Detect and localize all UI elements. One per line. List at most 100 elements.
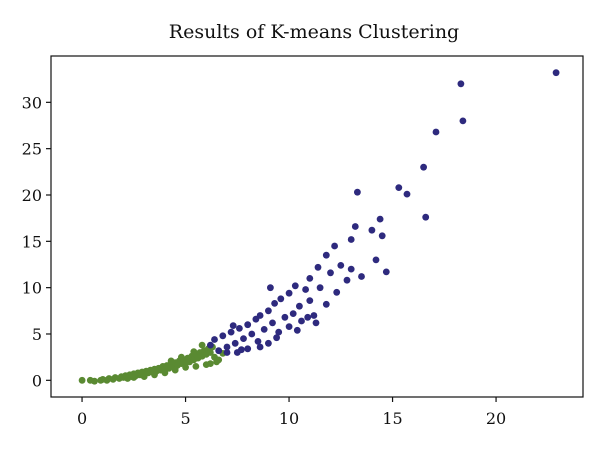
- cluster-2-point: [223, 349, 231, 356]
- cluster-2-point: [322, 300, 330, 308]
- cluster-1-point: [198, 341, 206, 349]
- y-tick-label: 10: [22, 279, 42, 298]
- cluster-2-point: [229, 322, 237, 329]
- cluster-2-point: [351, 223, 359, 230]
- cluster-2-point: [275, 328, 283, 336]
- cluster-1-point: [207, 349, 214, 356]
- x-tick-label: 5: [180, 409, 190, 428]
- cluster-2-point: [298, 317, 305, 325]
- cluster-2-point: [378, 232, 386, 240]
- cluster-2-point: [244, 345, 252, 353]
- cluster-2-point: [316, 284, 324, 292]
- x-axis-ticks: 0 5 10 15 20: [77, 397, 506, 428]
- cluster-2-point: [254, 338, 262, 345]
- y-axis-ticks: 0 5 10 15 20 25 30: [22, 93, 51, 390]
- chart-title: Results of K-means Clustering: [169, 21, 459, 43]
- cluster-1-point: [192, 363, 200, 370]
- cluster-1-point: [167, 357, 175, 365]
- cluster-2-point: [236, 325, 243, 332]
- cluster-2-point: [322, 251, 330, 259]
- cluster-2-point: [219, 332, 227, 340]
- cluster-2-point: [395, 184, 403, 192]
- x-tick-label: 15: [382, 409, 402, 428]
- cluster-2-point: [432, 128, 440, 136]
- cluster-1-point: [215, 356, 223, 364]
- cluster-2-point: [552, 69, 560, 77]
- cluster-2-point: [215, 347, 223, 355]
- cluster-2-point: [331, 242, 338, 250]
- cluster-2-point: [333, 288, 341, 296]
- cluster-2-point: [337, 262, 345, 269]
- cluster-1-point: [91, 377, 98, 385]
- cluster-2-point: [285, 289, 293, 297]
- cluster-2-point: [420, 163, 427, 171]
- cluster-2-point: [291, 282, 299, 290]
- x-tick-label: 0: [77, 409, 87, 428]
- cluster-2-point: [293, 326, 301, 334]
- cluster-1-point: [171, 366, 179, 374]
- cluster-2-point: [372, 256, 380, 264]
- cluster-1-point: [161, 369, 169, 377]
- cluster-2-point: [227, 328, 235, 336]
- cluster-1-point: [190, 348, 198, 355]
- cluster-2-point: [231, 339, 239, 347]
- cluster-2-point: [289, 310, 297, 317]
- cluster-2-point: [223, 343, 231, 351]
- scatter-points: [78, 69, 560, 385]
- cluster-2-point: [422, 213, 430, 221]
- cluster-2-point: [269, 319, 276, 327]
- cluster-2-point: [271, 300, 278, 307]
- x-tick-label: 10: [279, 409, 299, 428]
- cluster-2-point: [240, 335, 247, 342]
- cluster-2-point: [343, 276, 351, 284]
- cluster-1-point: [140, 373, 148, 380]
- cluster-1-point: [151, 371, 158, 379]
- cluster-2-point: [306, 275, 314, 282]
- cluster-2-point: [248, 330, 256, 338]
- cluster-2-point: [207, 341, 214, 349]
- plot-frame: [50, 55, 584, 398]
- cluster-2-point: [256, 343, 264, 351]
- cluster-2-point: [314, 263, 322, 271]
- cluster-2-point: [238, 346, 245, 354]
- cluster-2-point: [267, 284, 274, 292]
- cluster-2-point: [347, 236, 355, 243]
- cluster-2-point: [354, 188, 361, 196]
- cluster-2-point: [281, 313, 289, 321]
- cluster-2-point: [285, 323, 293, 330]
- cluster-2-point: [358, 273, 365, 280]
- x-tick-label: 20: [486, 409, 506, 428]
- cluster-2-point: [211, 336, 218, 343]
- cluster-2-point: [306, 297, 314, 304]
- y-tick-label: 0: [32, 371, 42, 390]
- cluster-2-point: [312, 319, 320, 327]
- y-tick-label: 15: [22, 232, 42, 251]
- cluster-1-point: [207, 360, 214, 367]
- cluster-1-point: [130, 374, 138, 381]
- cluster-2-point: [256, 312, 264, 319]
- cluster-2-point: [296, 302, 303, 310]
- cluster-1-point: [182, 363, 190, 371]
- cluster-2-point: [457, 80, 465, 88]
- cluster-2-point: [244, 321, 252, 329]
- cluster-2-point: [459, 117, 467, 125]
- cluster-2-point: [265, 339, 272, 347]
- cluster-2-point: [310, 312, 318, 319]
- cluster-2-point: [368, 226, 376, 234]
- cluster-2-point: [403, 190, 411, 198]
- cluster-2-point: [277, 295, 285, 303]
- cluster-2-point: [347, 265, 355, 273]
- cluster-2-point: [273, 334, 280, 342]
- cluster-2-point: [265, 307, 272, 315]
- cluster-2-point: [382, 268, 390, 276]
- cluster-1-point: [78, 376, 86, 384]
- cluster-2-point: [302, 286, 309, 293]
- y-tick-label: 5: [32, 325, 42, 344]
- cluster-2-point: [260, 326, 268, 333]
- cluster-2-point: [376, 215, 384, 223]
- cluster-1-point: [178, 353, 185, 361]
- cluster-2-point: [304, 313, 312, 321]
- cluster-2-point: [327, 269, 334, 277]
- y-tick-label: 25: [22, 140, 42, 159]
